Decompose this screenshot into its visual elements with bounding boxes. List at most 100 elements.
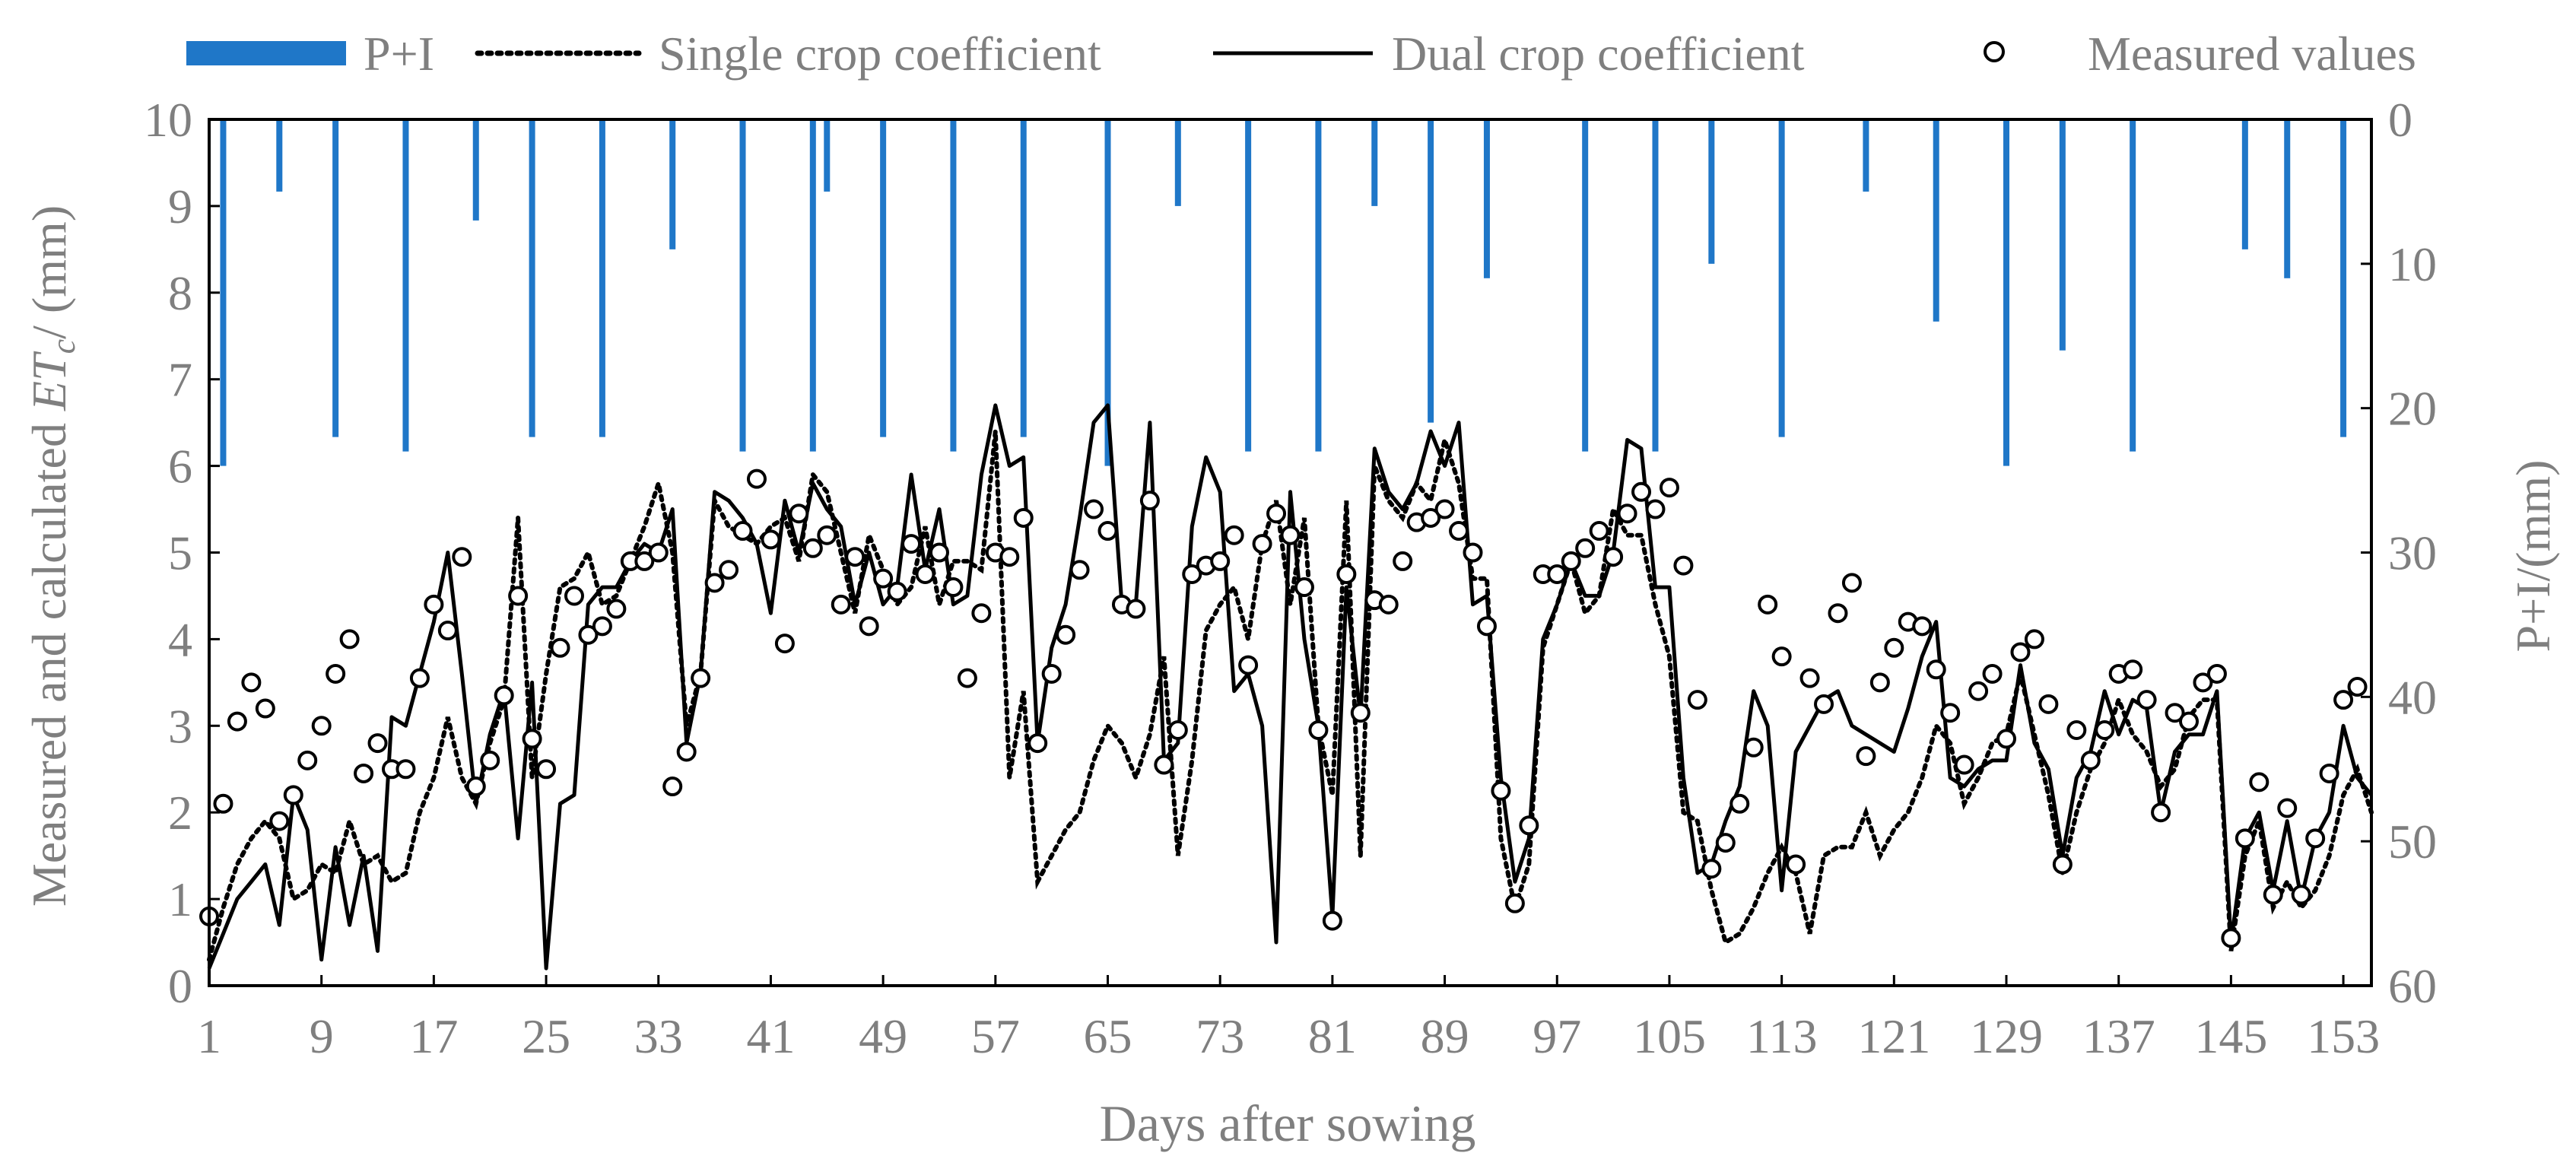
x-tick-label: 49 <box>859 1009 907 1063</box>
x-tick-label: 57 <box>971 1009 1020 1063</box>
x-tick-label: 121 <box>1857 1009 1930 1063</box>
bar-p-i <box>809 119 816 452</box>
point-measured <box>2263 885 2283 905</box>
y-tick-label: 8 <box>168 266 192 320</box>
point-measured <box>2291 885 2311 905</box>
point-measured <box>1701 859 1722 879</box>
point-measured <box>1954 754 1974 775</box>
point-measured <box>2080 750 2101 770</box>
point-measured <box>354 763 374 783</box>
point-measured <box>311 716 332 736</box>
point-measured <box>606 599 627 619</box>
point-measured <box>1730 793 1750 814</box>
bar-p-i <box>950 119 957 452</box>
point-measured <box>1280 525 1301 545</box>
point-measured <box>1224 525 1244 545</box>
x-tick-label: 129 <box>1970 1009 2043 1063</box>
y-tick-label: 7 <box>168 353 192 407</box>
point-measured <box>1786 854 1806 875</box>
point-measured <box>465 777 486 797</box>
point-measured <box>1758 594 1778 615</box>
point-measured <box>634 551 655 571</box>
point-measured <box>676 742 697 762</box>
point-measured <box>297 750 318 770</box>
point-measured <box>1547 564 1568 584</box>
point-measured <box>409 668 430 688</box>
point-measured <box>269 811 290 831</box>
point-measured <box>2179 711 2200 732</box>
x-tick-label: 9 <box>310 1009 334 1063</box>
y-tick-label: 2 <box>168 786 192 840</box>
point-measured <box>283 785 303 805</box>
legend-label-single-crop-coefficient: Single crop coefficient <box>659 27 1101 81</box>
point-measured <box>719 560 739 580</box>
point-measured <box>2024 629 2044 650</box>
bar-p-i <box>1863 119 1869 192</box>
point-measured <box>1814 694 1834 714</box>
point-measured <box>1673 555 1694 576</box>
point-measured <box>1238 655 1259 675</box>
point-measured <box>1449 521 1469 542</box>
point-measured <box>1336 564 1357 584</box>
point-measured <box>1968 681 1989 701</box>
legend: P+I Single crop coefficient Dual crop coef… <box>186 27 2416 81</box>
bar-p-i <box>2130 119 2136 452</box>
point-measured <box>241 672 262 693</box>
bar-p-i <box>669 119 676 249</box>
bar-p-i <box>1315 119 1322 452</box>
point-measured <box>550 637 570 658</box>
point-measured <box>2052 854 2073 875</box>
y-tick-label: 10 <box>144 93 192 147</box>
point-measured <box>1631 481 1652 502</box>
point-measured <box>957 668 977 688</box>
point-measured <box>480 750 500 770</box>
point-measured <box>1575 538 1596 558</box>
x-tick-label: 89 <box>1421 1009 1469 1063</box>
point-measured <box>326 663 346 684</box>
point-measured <box>999 547 1020 567</box>
point-measured <box>704 573 725 593</box>
x-axis-title: Days after sowing <box>1100 1094 1476 1152</box>
bar-p-i <box>332 119 339 437</box>
point-measured <box>437 621 458 641</box>
bar-p-i <box>824 119 831 192</box>
x-tick-label: 105 <box>1633 1009 1706 1063</box>
point-measured <box>1167 719 1188 740</box>
point-measured <box>1056 624 1076 645</box>
point-measured <box>1139 491 1160 511</box>
legend-label-p-i: P+I <box>364 27 434 81</box>
point-measured <box>227 711 247 732</box>
point-measured <box>395 759 416 780</box>
point-measured <box>662 777 683 797</box>
y2-tick-label: 30 <box>2388 526 2437 580</box>
x-tick-label: 73 <box>1196 1009 1244 1063</box>
point-measured <box>859 616 879 637</box>
point-measured <box>802 538 823 558</box>
y2-tick-label: 40 <box>2388 670 2437 724</box>
point-measured <box>2305 828 2326 849</box>
point-measured <box>578 624 599 645</box>
bar-p-i <box>2284 119 2291 278</box>
point-measured <box>367 733 388 754</box>
point-measured <box>1856 746 1876 767</box>
point-measured <box>1771 646 1792 667</box>
point-measured <box>2095 719 2115 740</box>
point-measured <box>1463 542 1483 563</box>
point-measured <box>1519 815 1539 836</box>
point-measured <box>2038 694 2059 714</box>
point-measured <box>1084 499 1104 519</box>
point-measured <box>1828 603 1848 624</box>
point-measured <box>746 468 767 489</box>
point-measured <box>2151 802 2171 823</box>
point-measured <box>1687 690 1707 710</box>
bar-p-i <box>1371 119 1378 206</box>
point-measured <box>1603 547 1624 567</box>
point-measured <box>536 759 557 780</box>
y-tick-label: 4 <box>168 612 192 666</box>
point-measured <box>1308 719 1329 740</box>
point-measured <box>1940 703 1961 723</box>
point-measured <box>1561 551 1581 571</box>
point-measured <box>1421 507 1441 528</box>
point-measured <box>1252 534 1272 554</box>
point-measured <box>1884 637 1904 658</box>
